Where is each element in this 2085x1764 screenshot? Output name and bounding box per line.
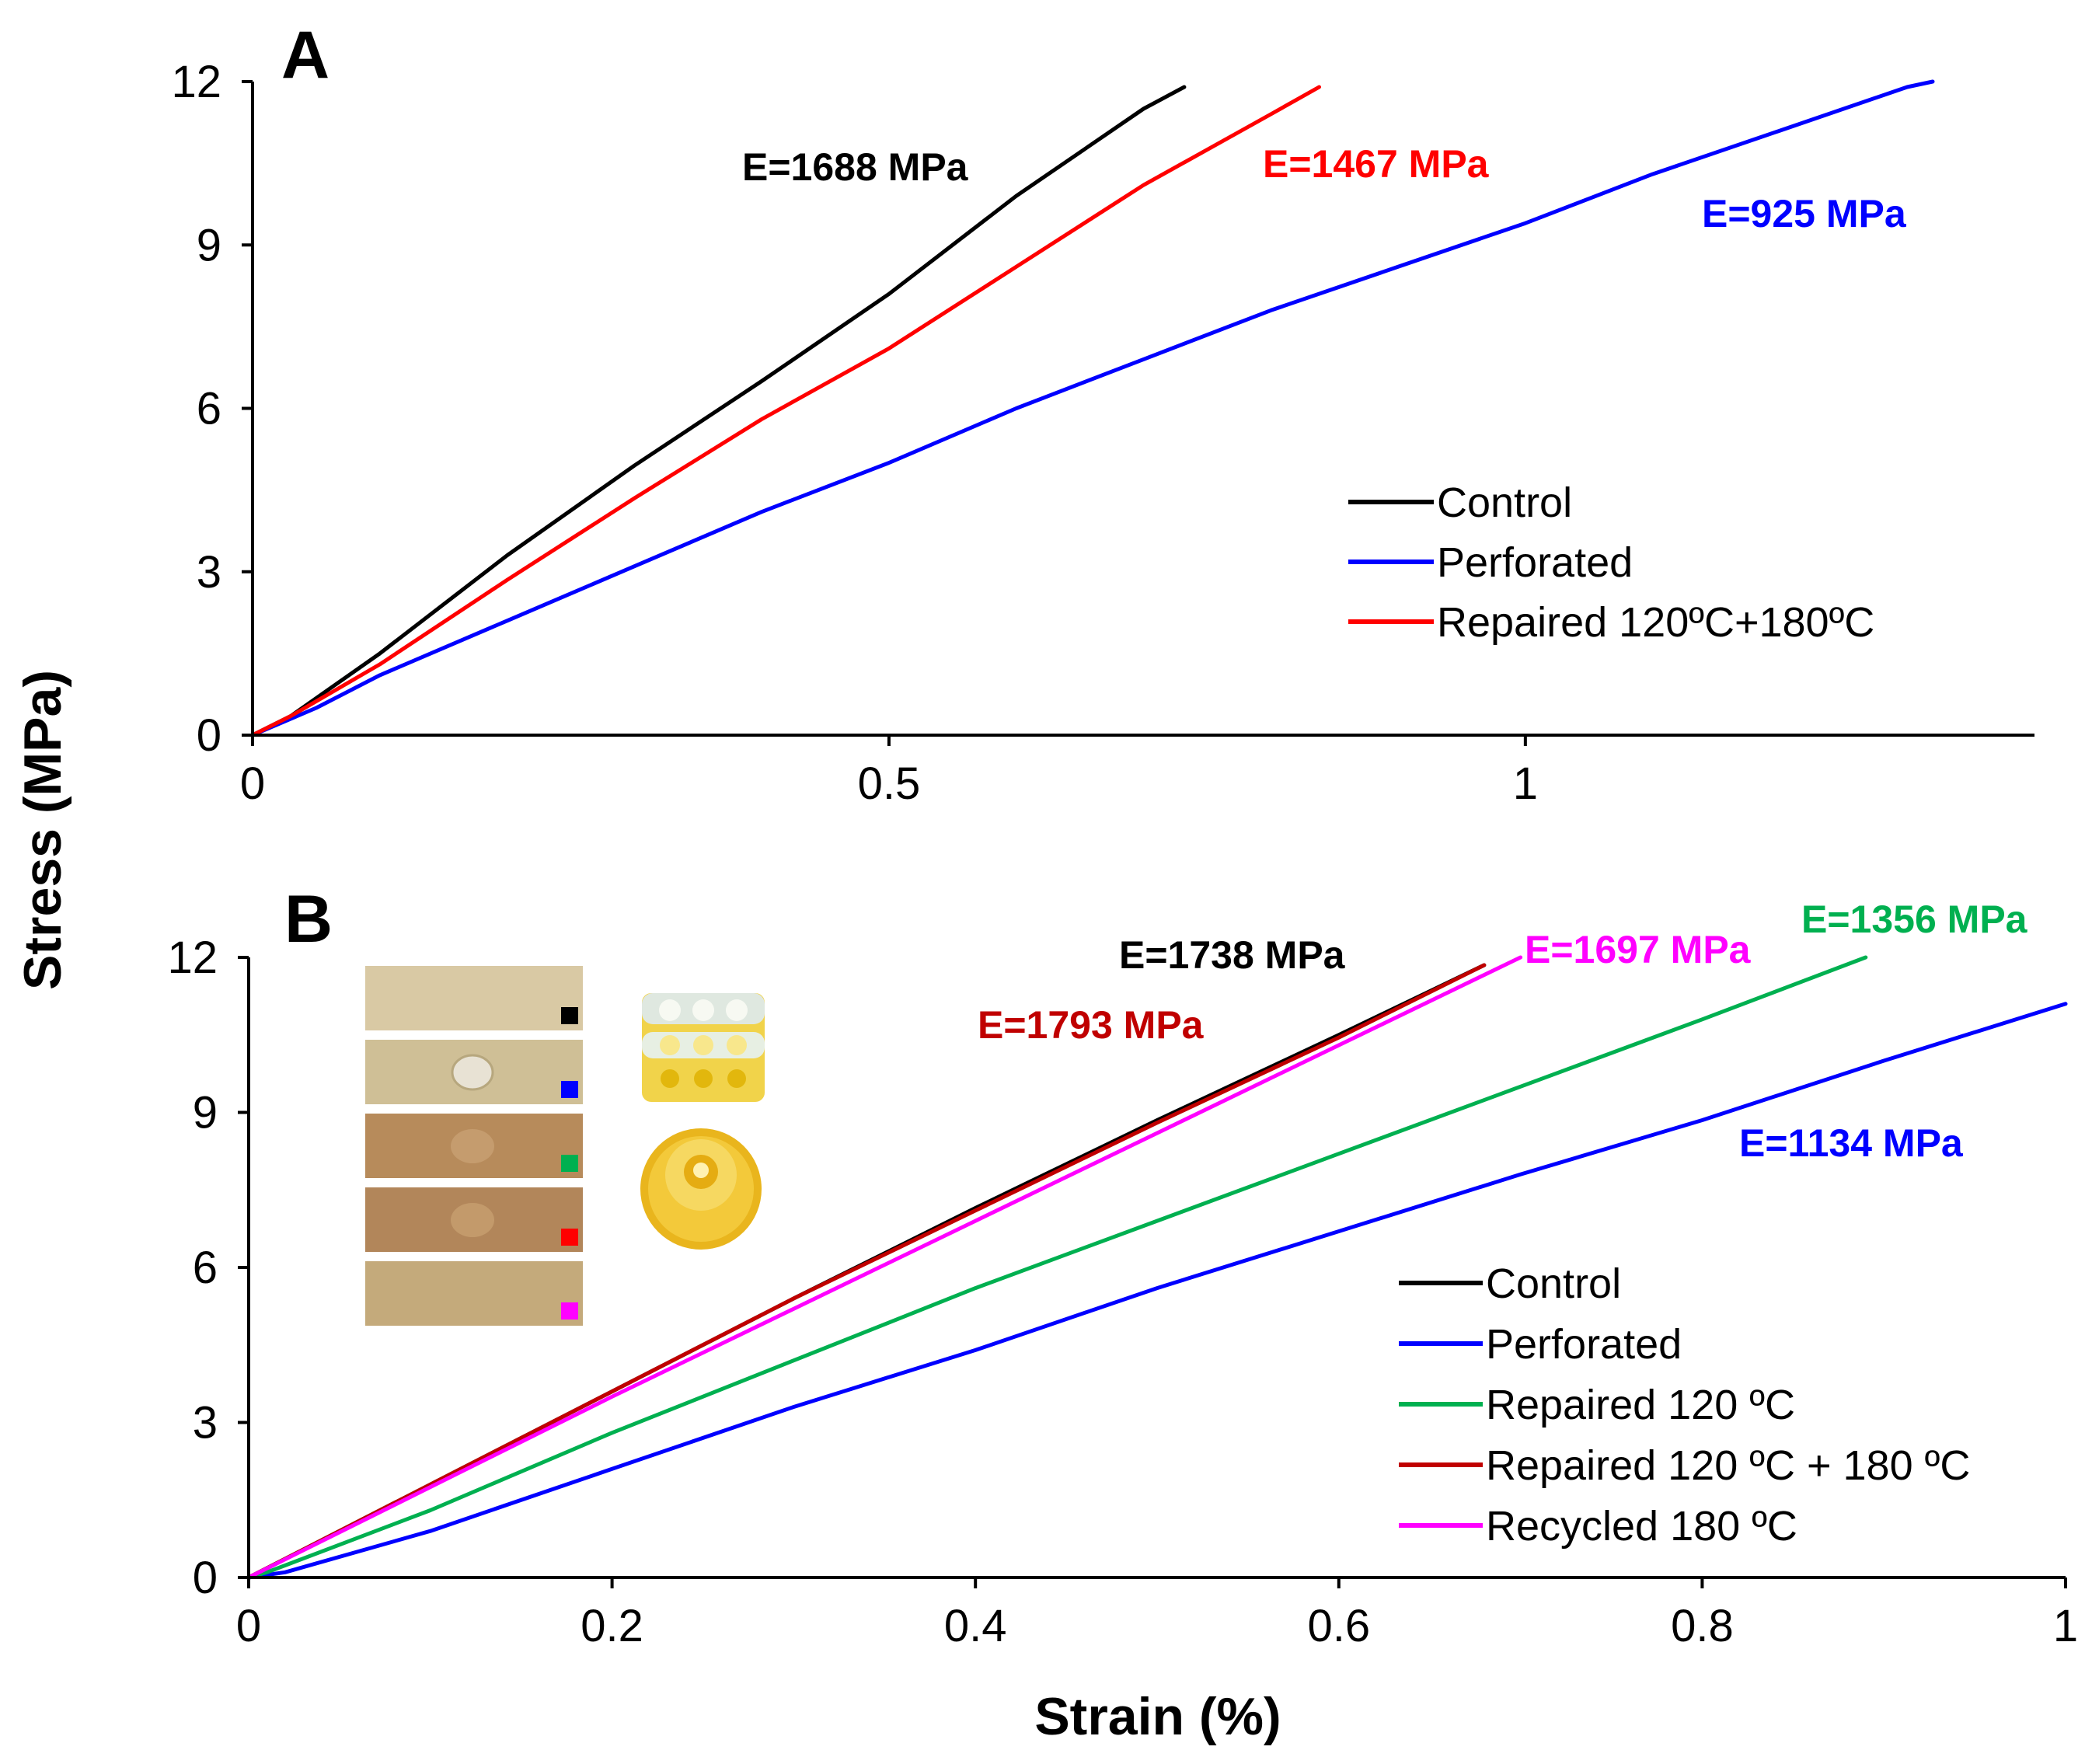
- perforation-hole: [451, 1054, 494, 1091]
- sample-photos-inset: [365, 966, 765, 1326]
- x-axis-title: Strain (%): [1034, 1687, 1281, 1746]
- panel-b-x-tick-label: 0: [236, 1601, 261, 1651]
- panel-b-modulus-label-perforated: E=1134 MPa: [1739, 1121, 1964, 1165]
- panel-b-legend-label-repaired-120-c: Repaired 120 ºC: [1486, 1382, 1795, 1428]
- y-axis-title: Stress (MPa): [13, 670, 72, 990]
- panel-a-series-line-control: [250, 85, 1187, 737]
- panel-b-y-tick-label: 0: [193, 1553, 218, 1603]
- panel-b-series-line-repaired-120-c-180-c: [246, 963, 1487, 1580]
- sample-photo-control: [365, 966, 583, 1030]
- panel-b-x-tick-label: 1: [2053, 1601, 2078, 1651]
- panel-a-legend-label-perforated: Perforated: [1437, 539, 1633, 586]
- lattice-cube-photo: [642, 993, 765, 1102]
- panel-b-series-line-perforated: [246, 1002, 2068, 1580]
- panel-a-y-tick-label: 12: [171, 57, 221, 107]
- panel-b-chart: 0 3 6 9 12 0 0.2 0.4 0.6 0.8 1 E=1738 MPa E=1134 MP…: [167, 882, 2078, 1651]
- panel-a-series-line-repaired-120-c-180-c: [250, 85, 1321, 737]
- panel-b-x-tick-label: 0.8: [1671, 1601, 1734, 1651]
- panel-b-x-tick-label: 0.6: [1307, 1601, 1370, 1651]
- panel-a-letter: A: [281, 18, 329, 92]
- gear-photo: [640, 1128, 762, 1250]
- panel-b-y-tick-label: 6: [193, 1243, 218, 1293]
- swatch-repaired-120: [561, 1155, 578, 1172]
- panel-a-modulus-label-perforated: E=925 MPa: [1702, 192, 1907, 235]
- panel-b-modulus-label-recycled-180-c: E=1697 MPa: [1525, 928, 1752, 971]
- panel-b-legend-label-control: Control: [1486, 1260, 1621, 1307]
- panel-a-y-tick-label: 6: [197, 384, 221, 434]
- panel-a-x-tick-label: 0.5: [858, 758, 921, 809]
- panel-b-legend-label-repaired-120-c-180-c: Repaired 120 ºC + 180 ºC: [1486, 1442, 1970, 1489]
- panel-b-series-line-repaired-120-c: [246, 955, 1868, 1580]
- panel-b-x-tick-label: 0.4: [944, 1601, 1007, 1651]
- panel-b-x-tick-label: 0.2: [581, 1601, 643, 1651]
- swatch-repaired-120-180: [561, 1229, 578, 1246]
- panel-b-legend-label-perforated: Perforated: [1486, 1321, 1682, 1368]
- panel-a-legend-label-control: Control: [1437, 479, 1572, 526]
- panel-b-letter: B: [284, 882, 333, 957]
- panel-b-series-line-recycled-180-c: [246, 955, 1523, 1580]
- panel-a-y-tick-label: 3: [197, 547, 221, 598]
- panel-b-y-tick-label: 3: [193, 1398, 218, 1449]
- panel-a-y-tick-label: 0: [197, 710, 221, 761]
- panel-a-x-tick-label: 0: [240, 758, 265, 809]
- panel-a-x-tick-label: 1: [1513, 758, 1538, 809]
- panel-b-y-tick-label: 12: [167, 933, 218, 983]
- panel-a-modulus-label-repaired-120-c-180-c: E=1467 MPa: [1263, 142, 1490, 186]
- panel-a-legend-label-repaired-120-c-180-c: Repaired 120ºC+180ºC: [1437, 599, 1874, 646]
- panel-a-series-line-perforated: [250, 79, 1935, 737]
- panel-a-y-tick-label: 9: [197, 220, 221, 270]
- panel-b-y-tick-label: 9: [193, 1088, 218, 1138]
- repaired-spot-120: [451, 1129, 494, 1163]
- panel-b-legend-label-recycled-180-c: Recycled 180 ºC: [1486, 1503, 1797, 1550]
- repaired-spot-120-180: [451, 1203, 494, 1237]
- sample-photo-recycled: [365, 1261, 583, 1326]
- panel-b-modulus-label-control: E=1738 MPa: [1119, 933, 1346, 977]
- swatch-control: [561, 1007, 578, 1024]
- panel-a-modulus-label-control: E=1688 MPa: [742, 145, 969, 189]
- panel-b-modulus-label-repaired-120-c: E=1356 MPa: [1801, 898, 2028, 941]
- swatch-recycled: [561, 1302, 578, 1320]
- swatch-perforated: [561, 1081, 578, 1098]
- panel-a-chart: 0 3 6 9 12 0 0.5 1 E=1688 MPa E=925 MPa E=1467 MP…: [171, 18, 2034, 809]
- panel-b-modulus-label-repaired-120-c-180-c: E=1793 MPa: [978, 1003, 1205, 1047]
